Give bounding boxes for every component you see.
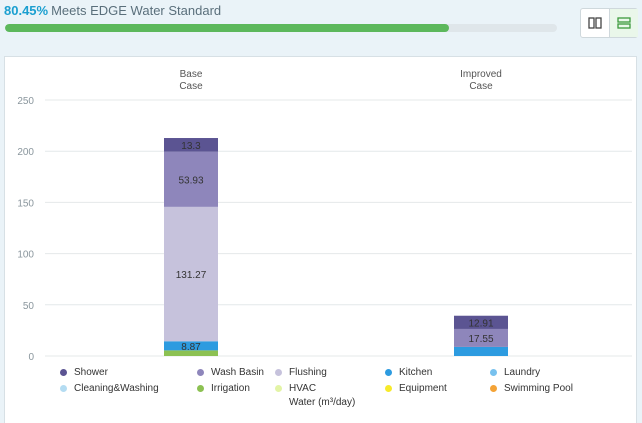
bar-segment [164, 341, 218, 351]
bar-value-label: 8.87 [181, 342, 201, 353]
standard-status-text: Meets EDGE Water Standard [51, 3, 222, 18]
legend-label: Flushing [289, 367, 327, 378]
rows-view-button[interactable] [609, 9, 638, 37]
legend-item[interactable]: HVAC [275, 383, 316, 394]
bar-segment [164, 350, 218, 356]
legend-item[interactable]: Flushing [275, 367, 327, 378]
legend-label: Swimming Pool [504, 383, 573, 394]
legend-swatch [60, 385, 67, 392]
legend-swatch [490, 385, 497, 392]
bar-segment [454, 328, 508, 347]
bar-segment [164, 206, 218, 342]
legend-swatch [275, 369, 282, 376]
legend-swatch [385, 369, 392, 376]
legend-label: Equipment [399, 383, 447, 394]
category-label: Improved [460, 69, 502, 80]
performance-percent: 80.45% [4, 3, 49, 18]
bar-segment [454, 315, 508, 329]
category-label: Case [469, 81, 493, 92]
bar-value-label: 13.3 [181, 141, 201, 152]
legend-swatch [490, 369, 497, 376]
columns-icon [588, 17, 602, 29]
legend-label: Laundry [504, 367, 541, 378]
bar-value-label: 17.55 [468, 334, 493, 345]
chart-panel [4, 56, 637, 423]
legend-label: HVAC [289, 383, 317, 394]
legend-item[interactable]: Swimming Pool [490, 383, 573, 394]
legend-label: Shower [74, 367, 108, 378]
y-tick-label: 200 [17, 147, 34, 158]
y-tick-label: 50 [23, 301, 35, 312]
performance-summary: 80.45% Meets EDGE Water Standard [4, 3, 221, 18]
bar-value-label: 12.91 [468, 318, 493, 329]
view-toggle [580, 8, 638, 38]
y-tick-label: 100 [17, 250, 34, 261]
legend-label: Kitchen [399, 367, 433, 378]
bar-value-label: 131.27 [176, 270, 207, 281]
legend-swatch [197, 369, 204, 376]
legend-swatch [385, 385, 392, 392]
bar-segment [454, 346, 508, 356]
legend-label: Wash Basin [211, 367, 264, 378]
legend-item[interactable]: Cleaning&Washing [60, 383, 159, 394]
x-axis-label: Water (m³/day) [289, 397, 356, 408]
y-tick-label: 150 [17, 198, 34, 209]
legend-item[interactable]: Wash Basin [197, 367, 264, 378]
legend-item[interactable]: Laundry [490, 367, 540, 378]
legend-swatch [275, 385, 282, 392]
category-label: Case [179, 81, 203, 92]
rows-icon [617, 17, 631, 29]
header-bar: 80.45% Meets EDGE Water Standard [0, 0, 642, 46]
bar-segment [164, 151, 218, 207]
legend-item[interactable]: Kitchen [385, 367, 432, 378]
legend-label: Irrigation [211, 383, 250, 394]
y-tick-label: 0 [28, 352, 34, 363]
columns-view-button[interactable] [581, 9, 609, 37]
bar-segment [164, 138, 218, 152]
y-tick-label: 250 [17, 96, 34, 107]
progress-bar-fill [5, 24, 450, 32]
category-label: Base [180, 69, 203, 80]
legend-label: Cleaning&Washing [74, 383, 159, 394]
bar-value-label: 53.93 [178, 175, 203, 186]
legend-swatch [60, 369, 67, 376]
legend-item[interactable]: Irrigation [197, 383, 250, 394]
legend-swatch [197, 385, 204, 392]
progress-bar [5, 24, 557, 32]
legend-item[interactable]: Shower [60, 367, 108, 378]
legend-item[interactable]: Equipment [385, 383, 447, 394]
